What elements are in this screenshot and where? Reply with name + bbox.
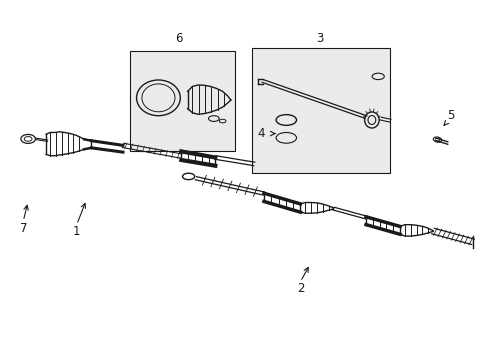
Text: 1: 1 (73, 225, 81, 238)
Bar (251, 48, 389, 173)
Text: 4: 4 (257, 127, 264, 140)
Text: 6: 6 (175, 32, 182, 45)
Text: 2: 2 (296, 283, 304, 296)
Text: 5: 5 (447, 109, 454, 122)
Text: 3: 3 (316, 32, 323, 45)
Text: 7: 7 (20, 222, 27, 235)
Bar (130, 51, 234, 152)
